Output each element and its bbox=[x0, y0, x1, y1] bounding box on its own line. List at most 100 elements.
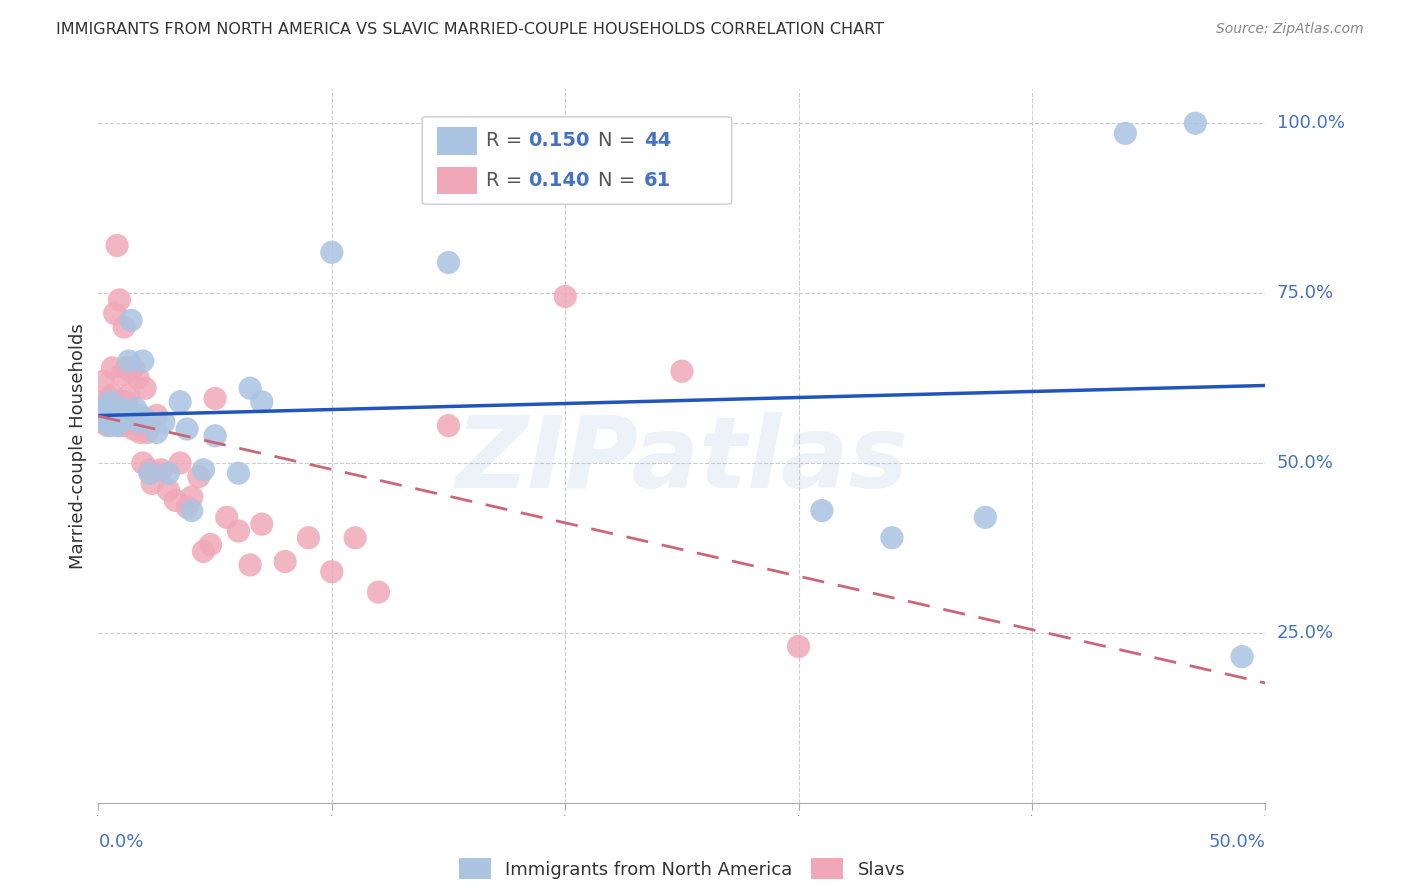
Point bbox=[176, 422, 198, 436]
Point bbox=[134, 381, 156, 395]
Text: ZIPatlas: ZIPatlas bbox=[456, 412, 908, 508]
Point bbox=[98, 415, 121, 429]
Point bbox=[125, 409, 148, 423]
Point bbox=[215, 510, 238, 524]
Point bbox=[108, 293, 131, 307]
Point bbox=[98, 394, 121, 409]
Point bbox=[204, 392, 226, 406]
Point bbox=[90, 415, 112, 429]
Point bbox=[105, 405, 128, 419]
Point bbox=[122, 360, 145, 375]
Point bbox=[118, 354, 141, 368]
Text: IMMIGRANTS FROM NORTH AMERICA VS SLAVIC MARRIED-COUPLE HOUSEHOLDS CORRELATION CH: IMMIGRANTS FROM NORTH AMERICA VS SLAVIC … bbox=[56, 22, 884, 37]
Point bbox=[127, 415, 149, 429]
Point bbox=[139, 466, 162, 480]
Point bbox=[129, 409, 152, 423]
Point bbox=[118, 360, 141, 375]
Text: Source: ZipAtlas.com: Source: ZipAtlas.com bbox=[1216, 22, 1364, 37]
Point bbox=[321, 245, 343, 260]
Text: 50.0%: 50.0% bbox=[1277, 454, 1333, 472]
Point bbox=[91, 375, 114, 389]
Point bbox=[90, 401, 112, 416]
Point bbox=[91, 412, 114, 426]
Point bbox=[274, 555, 297, 569]
Point bbox=[111, 368, 134, 382]
Point bbox=[122, 422, 145, 436]
Point bbox=[204, 429, 226, 443]
Text: 44: 44 bbox=[644, 131, 671, 151]
Point bbox=[108, 418, 131, 433]
Point bbox=[104, 401, 127, 416]
Point bbox=[111, 401, 134, 416]
Point bbox=[115, 394, 138, 409]
Text: 0.0%: 0.0% bbox=[98, 833, 143, 851]
Point bbox=[157, 483, 180, 498]
Point bbox=[104, 306, 127, 320]
Point bbox=[111, 409, 134, 423]
Point bbox=[115, 409, 138, 423]
Point bbox=[193, 544, 215, 558]
Point bbox=[94, 405, 117, 419]
Point bbox=[250, 394, 273, 409]
Point bbox=[91, 394, 114, 409]
Point bbox=[101, 388, 124, 402]
Point bbox=[127, 371, 149, 385]
Point bbox=[94, 401, 117, 416]
Point bbox=[108, 412, 131, 426]
Point bbox=[97, 409, 120, 423]
Text: R =: R = bbox=[486, 170, 529, 190]
Point bbox=[169, 456, 191, 470]
Point bbox=[321, 565, 343, 579]
Point bbox=[146, 425, 169, 440]
Point bbox=[104, 415, 127, 429]
Point bbox=[671, 364, 693, 378]
Point bbox=[101, 360, 124, 375]
Point bbox=[1230, 649, 1253, 664]
Legend: Immigrants from North America, Slavs: Immigrants from North America, Slavs bbox=[451, 851, 912, 887]
Text: 75.0%: 75.0% bbox=[1277, 284, 1334, 302]
Point bbox=[134, 412, 156, 426]
Point bbox=[176, 500, 198, 515]
Point bbox=[367, 585, 389, 599]
Point bbox=[141, 476, 163, 491]
Point bbox=[132, 354, 155, 368]
Point bbox=[125, 401, 148, 416]
Point bbox=[115, 360, 138, 375]
Point bbox=[437, 255, 460, 269]
Point bbox=[112, 418, 135, 433]
Point bbox=[118, 388, 141, 402]
Point bbox=[228, 466, 250, 480]
Point bbox=[187, 469, 209, 483]
Point bbox=[152, 415, 174, 429]
Point bbox=[105, 238, 128, 252]
Point bbox=[880, 531, 903, 545]
Point bbox=[239, 381, 262, 395]
Point bbox=[98, 392, 121, 406]
Text: 100.0%: 100.0% bbox=[1277, 114, 1344, 132]
Point bbox=[129, 425, 152, 440]
Point bbox=[146, 409, 169, 423]
Point bbox=[1114, 127, 1136, 141]
Point bbox=[169, 394, 191, 409]
Text: R =: R = bbox=[486, 131, 529, 151]
Text: 0.150: 0.150 bbox=[529, 131, 589, 151]
Bar bbox=[437, 167, 477, 194]
Point bbox=[132, 456, 155, 470]
Point bbox=[787, 640, 810, 654]
Bar bbox=[437, 128, 477, 154]
Text: 25.0%: 25.0% bbox=[1277, 624, 1334, 642]
Point bbox=[139, 463, 162, 477]
Point bbox=[811, 503, 834, 517]
Point bbox=[112, 405, 135, 419]
Point bbox=[122, 409, 145, 423]
Point bbox=[180, 490, 202, 504]
Text: 0.140: 0.140 bbox=[529, 170, 589, 190]
Point bbox=[228, 524, 250, 538]
Point bbox=[150, 463, 173, 477]
Point bbox=[101, 409, 124, 423]
Point bbox=[112, 320, 135, 334]
Point bbox=[94, 412, 117, 426]
Point bbox=[200, 537, 222, 551]
Text: N =: N = bbox=[598, 170, 641, 190]
Point bbox=[974, 510, 997, 524]
